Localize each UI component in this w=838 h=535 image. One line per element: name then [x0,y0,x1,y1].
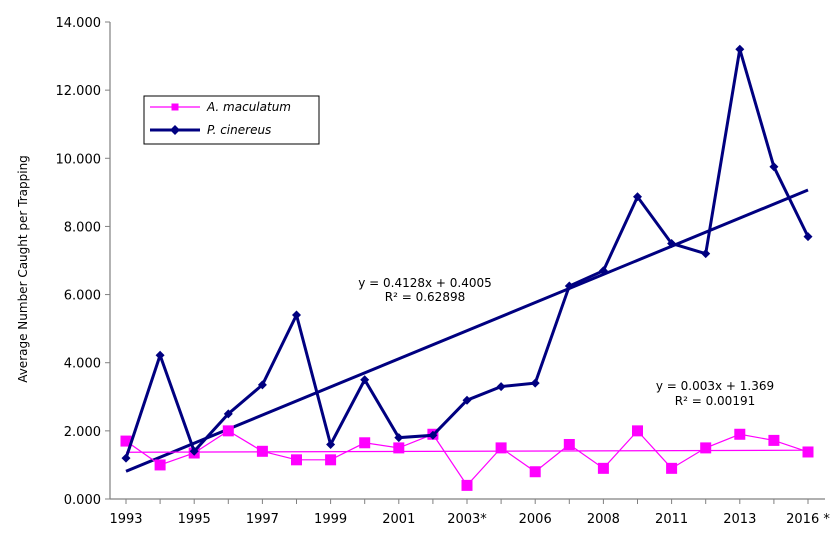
data-point-a-maculatum [154,459,166,471]
data-point-a-maculatum [632,425,643,437]
series-layer [120,44,814,491]
data-point-a-maculatum [393,442,405,454]
trend-equation-p-cinereus: y = 0.4128x + 0.4005 [358,276,492,290]
data-point-p-cinereus [155,350,165,360]
data-point-a-maculatum [700,442,712,454]
x-tick-label: 1999 [314,512,347,527]
legend-label-a-maculatum: A. maculatum [206,100,291,114]
data-point-a-maculatum [597,462,609,474]
legend-label-p-cinereus: P. cinereus [207,123,271,137]
data-point-p-cinereus [360,375,370,385]
y-tick-label: 4.000 [64,357,101,372]
data-point-p-cinereus [769,162,779,172]
data-point-a-maculatum [359,437,371,449]
legend-marker-a-maculatum [171,103,179,111]
y-tick-label: 12.000 [56,84,102,99]
data-point-p-cinereus [428,430,438,440]
x-tick-label: 2001 [382,512,415,527]
x-tick-label: 1997 [246,512,279,527]
y-tick-label: 6.000 [64,289,101,304]
data-point-p-cinereus [598,266,608,276]
trendline-p-cinereus [125,188,809,473]
data-point-p-cinereus [633,192,642,202]
data-point-p-cinereus [326,439,336,449]
data-point-a-maculatum [120,435,132,447]
data-point-a-maculatum [222,425,234,437]
series-line-a-maculatum [125,429,809,487]
data-point-p-cinereus [121,453,131,463]
data-point-p-cinereus [496,382,506,392]
data-point-p-cinereus [564,281,574,291]
data-point-a-maculatum [666,462,678,474]
data-point-p-cinereus [735,44,745,54]
x-tick-label: 2006 [519,512,552,527]
data-point-p-cinereus [667,238,677,248]
x-tick-label: 2011 [655,512,688,527]
data-point-a-maculatum [461,479,473,491]
y-axis-label: Average Number Caught per Trapping [16,155,30,383]
data-point-a-maculatum [768,434,780,446]
y-tick-label: 10.000 [56,152,102,167]
trendlines [125,188,809,473]
y-tick-label: 2.000 [64,425,101,440]
trend-r2-a-maculatum: R² = 0.00191 [675,394,755,408]
x-tick-label: 2013 [723,512,756,527]
trend-r2-p-cinereus: R² = 0.62898 [385,290,465,304]
y-tick-label: 14.000 [56,16,102,31]
data-point-p-cinereus [530,378,540,388]
x-tick-label: 1995 [178,512,211,527]
data-point-p-cinereus [394,433,404,443]
x-tick-label: 2016 * [786,512,830,527]
data-point-p-cinereus [701,249,711,259]
data-point-p-cinereus [223,409,233,419]
data-point-a-maculatum [563,438,575,450]
data-point-a-maculatum [734,428,746,440]
y-ticks: 0.000 2.000 4.000 6.000 8.000 10.000 12.000 14.… [56,16,110,508]
data-point-a-maculatum [802,446,814,458]
data-point-p-cinereus [189,446,199,456]
trend-equation-a-maculatum: y = 0.003x + 1.369 [656,379,774,393]
data-point-a-maculatum [256,445,268,457]
data-point-p-cinereus [292,310,301,320]
x-tick-label: 2003* [447,512,487,527]
data-point-a-maculatum [291,454,302,466]
x-ticks: 1993 1995 1997 1999 2001 2003* 2006 2008 2011 201… [109,499,830,527]
y-tick-label: 8.000 [64,220,101,235]
y-tick-label: 0.000 [64,493,101,508]
x-tick-label: 2008 [587,512,620,527]
data-point-a-maculatum [495,442,507,454]
x-tick-label: 1993 [109,512,142,527]
legend-marker-p-cinereus [170,125,180,135]
trendline-a-maculatum [125,449,809,453]
data-point-p-cinereus [257,380,267,390]
data-point-a-maculatum [529,466,541,478]
data-point-p-cinereus [803,232,813,242]
data-point-a-maculatum [325,454,337,466]
data-point-p-cinereus [462,395,472,405]
legend: A. maculatum P. cinereus [143,95,320,145]
